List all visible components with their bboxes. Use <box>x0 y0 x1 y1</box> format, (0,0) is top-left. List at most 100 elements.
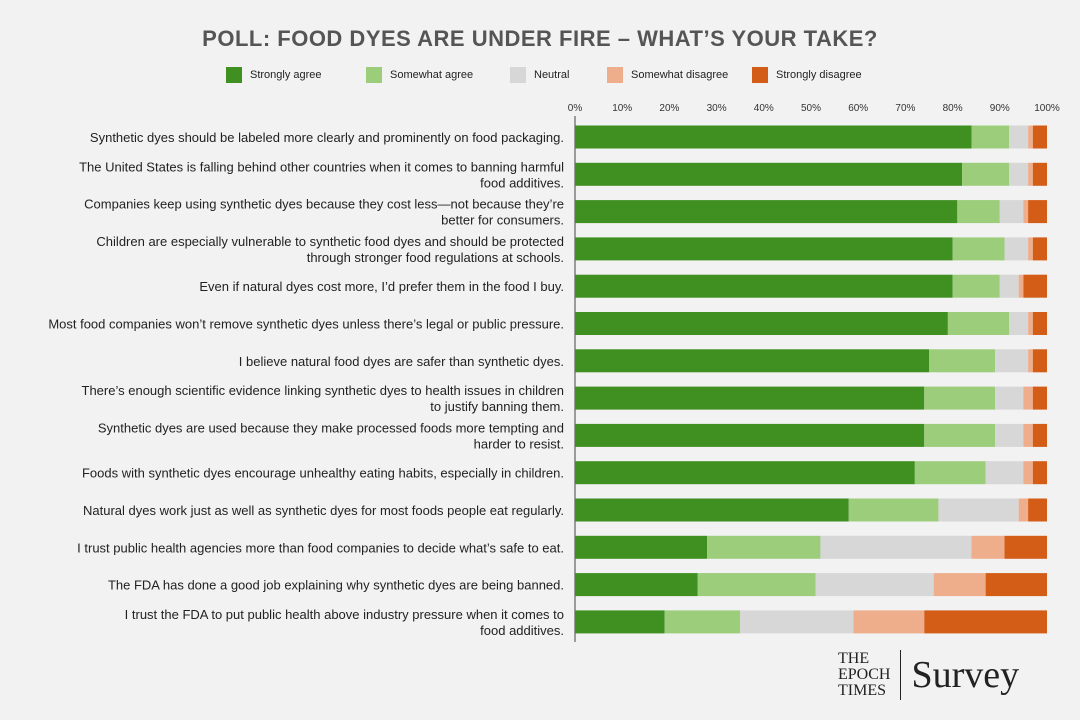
bar-segment-strongly-disagree <box>1032 423 1047 447</box>
bar-segment-strongly-agree <box>575 423 925 447</box>
legend-item-somewhat-disagree: Somewhat disagree <box>607 66 728 84</box>
category-label-line: I believe natural food dyes are safer th… <box>239 354 564 369</box>
bar-segment-strongly-agree <box>575 349 929 373</box>
x-tick-label: 0% <box>568 103 583 114</box>
bar-segment-somewhat-agree <box>848 498 939 522</box>
bar-segment-neutral <box>995 386 1024 410</box>
bar-segment-strongly-disagree <box>1023 274 1047 298</box>
category-label: Synthetic dyes are used because they mak… <box>98 420 564 451</box>
category-label-line: Children are especially vulnerable to sy… <box>96 234 564 249</box>
legend-item-somewhat-agree: Somewhat agree <box>366 66 473 84</box>
bar-segment-somewhat-disagree <box>933 573 986 597</box>
category-label-line: Most food companies won’t remove synthet… <box>48 317 564 332</box>
category-label: Foods with synthetic dyes encourage unhe… <box>82 466 564 481</box>
category-label-line: through stronger food regulations at sch… <box>307 250 564 265</box>
bar-segment-somewhat-disagree <box>1023 461 1033 485</box>
x-tick-label: 40% <box>754 103 774 114</box>
x-tick-label: 30% <box>707 103 727 114</box>
bar-segment-neutral <box>995 349 1029 373</box>
bar-segment-strongly-agree <box>575 535 708 559</box>
survey-wordmark: Survey <box>911 654 1020 696</box>
legend-label-somewhat-disagree: Somewhat disagree <box>631 69 729 81</box>
category-label-line: Synthetic dyes should be labeled more cl… <box>90 130 564 145</box>
category-label-line: The FDA has done a good job explaining w… <box>108 578 564 593</box>
legend-swatch-neutral <box>510 67 526 83</box>
category-label-line: Synthetic dyes are used because they mak… <box>98 420 564 435</box>
category-label-line: Companies keep using synthetic dyes beca… <box>84 197 564 212</box>
category-label: The FDA has done a good job explaining w… <box>108 578 564 593</box>
publisher-logo: THE EPOCH TIMES Survey <box>838 648 1019 702</box>
category-label: Synthetic dyes should be labeled more cl… <box>90 130 564 145</box>
category-label: Natural dyes work just as well as synthe… <box>83 503 564 518</box>
bar-segment-somewhat-agree <box>947 312 1010 335</box>
bar-segment-neutral <box>1009 312 1029 335</box>
bar-segment-strongly-disagree <box>924 610 1047 634</box>
x-tick-label: 50% <box>801 103 821 114</box>
bar-segment-neutral <box>1004 237 1029 261</box>
legend-label-strongly-disagree: Strongly disagree <box>776 69 862 81</box>
bar-segment-strongly-disagree <box>1032 386 1047 410</box>
category-label: Children are especially vulnerable to sy… <box>96 234 564 265</box>
bar-segment-strongly-disagree <box>1032 349 1047 373</box>
bar-segment-neutral <box>1009 125 1029 149</box>
x-tick-label: 100% <box>1034 103 1060 114</box>
bar-segment-strongly-disagree <box>1028 498 1047 522</box>
bar-segment-strongly-agree <box>575 498 849 522</box>
bar-segment-strongly-agree <box>575 125 972 149</box>
legend-item-strongly-disagree: Strongly disagree <box>752 66 862 84</box>
bar-segment-somewhat-disagree <box>1028 237 1033 261</box>
category-label: Most food companies won’t remove synthet… <box>48 317 564 332</box>
bar-segment-strongly-agree <box>575 573 698 597</box>
category-label-line: I trust the FDA to put public health abo… <box>125 607 564 622</box>
legend-swatch-somewhat-agree <box>366 67 382 83</box>
legend-item-neutral: Neutral <box>510 66 569 84</box>
legend: Strongly agree Somewhat agree Neutral So… <box>0 66 1080 86</box>
category-label-line: harder to resist. <box>474 436 564 451</box>
bar-segment-neutral <box>999 274 1019 298</box>
x-tick-label: 20% <box>659 103 679 114</box>
legend-label-strongly-agree: Strongly agree <box>250 69 322 81</box>
bar-segment-somewhat-disagree <box>1023 423 1033 447</box>
category-label: I trust public health agencies more than… <box>77 540 564 555</box>
bar-segment-neutral <box>1009 162 1029 186</box>
bar-segment-strongly-agree <box>575 312 948 335</box>
bar-segment-somewhat-disagree <box>1023 386 1033 410</box>
bar-segment-somewhat-disagree <box>1018 274 1024 298</box>
bar-segment-somewhat-agree <box>924 386 996 410</box>
bar-segment-strongly-agree <box>575 237 953 261</box>
legend-label-somewhat-agree: Somewhat agree <box>390 69 474 81</box>
category-label-line: to justify banning them. <box>430 399 564 414</box>
bar-segment-somewhat-agree <box>914 461 986 485</box>
bar-segment-strongly-disagree <box>1032 461 1047 485</box>
legend-label-neutral: Neutral <box>534 69 570 81</box>
bar-segment-strongly-disagree <box>985 573 1047 597</box>
bar-segment-strongly-agree <box>575 274 953 298</box>
category-label-line: There’s enough scientific evidence linki… <box>82 383 564 398</box>
category-label: I believe natural food dyes are safer th… <box>239 354 564 369</box>
bar-segment-somewhat-disagree <box>1028 312 1033 335</box>
bar-segment-somewhat-disagree <box>971 535 1005 559</box>
bar-segment-strongly-disagree <box>1004 535 1047 559</box>
legend-swatch-strongly-agree <box>226 67 242 83</box>
bar-segment-somewhat-disagree <box>853 610 925 634</box>
x-tick-label: 90% <box>990 103 1010 114</box>
bar-segment-neutral <box>820 535 972 559</box>
bar-segment-strongly-agree <box>575 200 958 224</box>
category-label-line: food additives. <box>480 175 564 190</box>
bar-segment-somewhat-disagree <box>1023 200 1029 224</box>
bar-segment-strongly-disagree <box>1032 125 1047 149</box>
category-label-line: Foods with synthetic dyes encourage unhe… <box>82 466 564 481</box>
x-tick-label: 80% <box>943 103 963 114</box>
bar-segment-neutral <box>995 423 1024 447</box>
category-label: Even if natural dyes cost more, I’d pref… <box>199 279 564 294</box>
bar-segment-somewhat-disagree <box>1028 162 1033 186</box>
logo-divider <box>900 650 902 700</box>
legend-swatch-somewhat-disagree <box>607 67 623 83</box>
bar-segment-strongly-agree <box>575 386 925 410</box>
bar-segment-somewhat-agree <box>697 573 816 597</box>
stacked-bar-chart: 0% 10% 20% 30% 40% 50% 60% 70% 80% 90% 100% Synthet… <box>48 103 1060 642</box>
bar-segment-somewhat-agree <box>707 535 821 559</box>
bar-segment-somewhat-agree <box>962 162 1010 186</box>
bar-segment-somewhat-agree <box>952 237 1005 261</box>
bar-segment-somewhat-agree <box>971 125 1010 149</box>
